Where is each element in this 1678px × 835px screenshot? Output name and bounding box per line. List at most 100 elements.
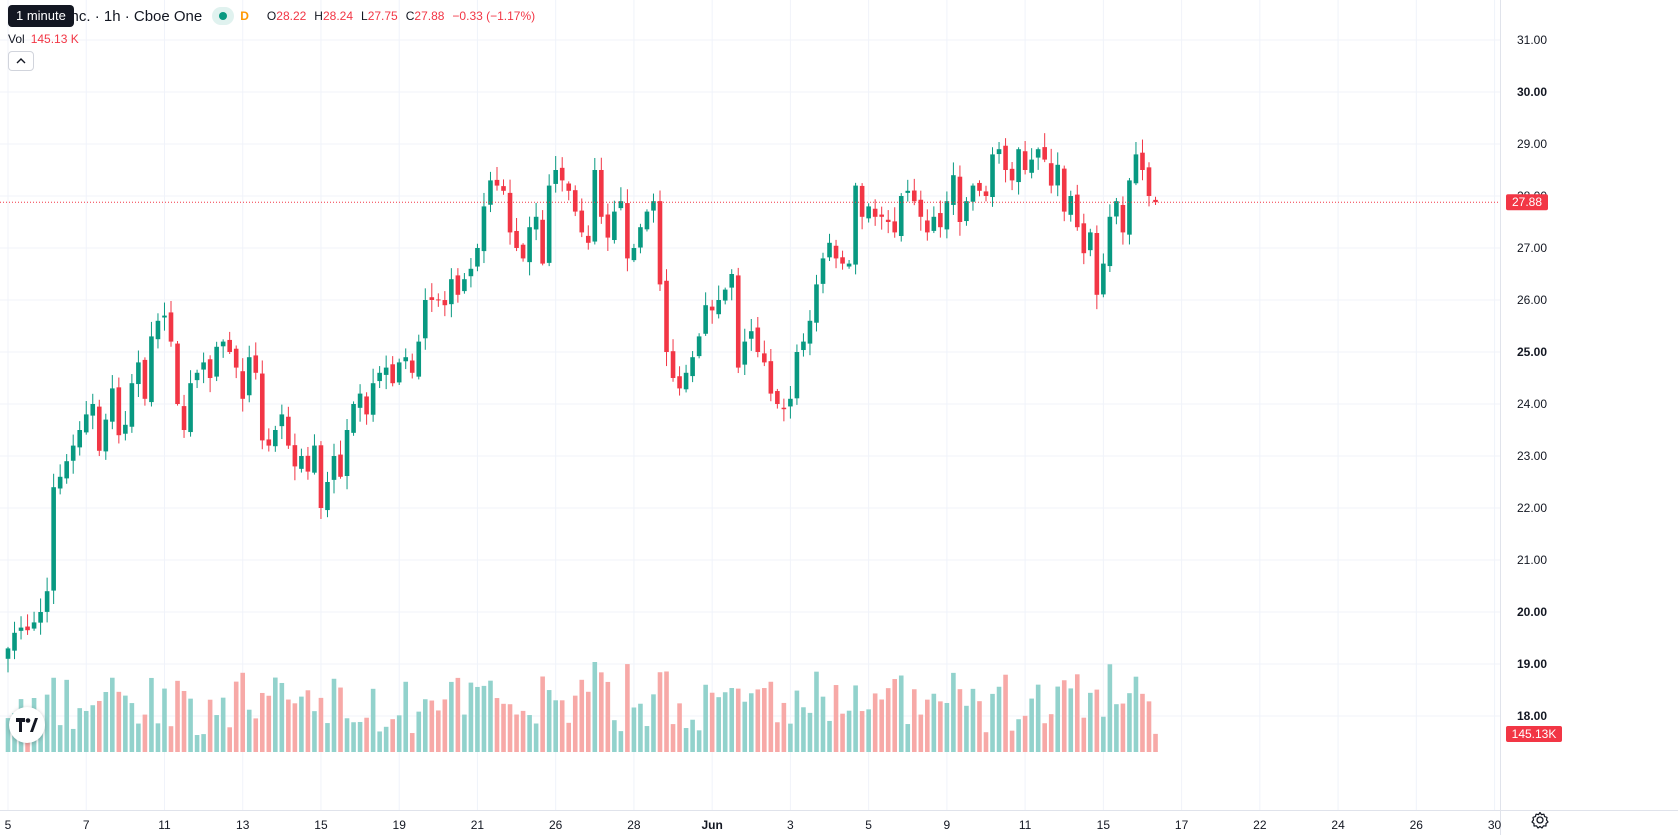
volume-value: 145.13 K [30,32,79,46]
candle [305,446,311,480]
volume-bar [312,711,317,752]
candle-body [644,211,650,230]
volume-legend: Vol 145.13 K [8,32,79,46]
candle-body [475,248,480,267]
candle [931,206,937,234]
y-tick-label: 19.00 [1517,657,1547,671]
candle-body [748,331,754,339]
candle-body [266,439,272,446]
candle-body [866,206,871,219]
volume-bar [507,704,513,752]
volume-bar [905,724,911,752]
candle-body [1042,147,1047,160]
candle-body [533,216,539,230]
volume-bar [788,723,793,752]
candle-body [768,361,774,394]
volume-bar [566,722,572,752]
candle-body [540,219,545,264]
volume-bar [892,679,898,752]
candle [286,406,291,449]
volume-bar [442,699,448,752]
candle-body [1101,263,1106,295]
volume-bar [409,733,415,752]
candle [462,272,467,294]
volume-bar [38,727,43,752]
candle-body [377,372,382,382]
candle-body [1009,168,1015,181]
candle-body [651,201,656,211]
candle [273,425,278,452]
candle-body [1029,159,1034,173]
candle [885,210,891,234]
volume-bar [527,715,532,752]
candle [149,321,154,407]
candle-body [18,627,24,631]
candle [142,357,148,406]
candle [416,334,422,380]
candle [266,428,272,452]
x-tick-label: 21 [471,818,485,832]
candle [853,182,858,275]
candle-body [814,284,819,323]
candle [1101,253,1106,298]
volume-bar [279,682,285,752]
volume-bar [142,714,148,752]
candle-body [31,622,37,629]
gear-icon[interactable] [1531,811,1549,829]
candle [996,142,1002,164]
chevron-up-icon [16,58,26,64]
volume-bar [879,699,884,752]
tv-logo-icon [16,718,38,732]
candle [755,316,761,358]
candle-body [488,180,493,205]
volume-bar [44,694,50,752]
volume-bar [951,672,956,752]
volume-bar [781,702,787,752]
candle [514,218,519,252]
collapse-legend-button[interactable] [8,51,34,71]
candle [735,267,741,374]
volume-bar [853,685,858,752]
candle-body [820,258,826,284]
tradingview-logo[interactable] [9,707,45,743]
candle [312,434,317,475]
volume-bar [768,681,774,752]
candle-body [625,203,630,259]
candle [605,203,611,251]
candle-body [514,230,519,248]
candle [168,300,174,347]
candle [501,179,506,195]
candle-body [207,359,213,378]
volume-label: Vol [8,32,25,46]
volume-bar [748,693,754,752]
market-status-badge[interactable] [212,7,235,25]
volume-bar [129,703,135,752]
candle [18,616,24,640]
x-tick-label: 26 [549,818,563,832]
y-tick-label: 24.00 [1517,397,1547,411]
volume-bar [488,680,493,752]
candle-body [690,357,695,377]
candle-body [129,383,135,427]
volume-bar [638,703,643,752]
data-type-badge[interactable]: D [240,9,249,23]
candle-body [938,213,943,228]
volume-bar [481,685,487,752]
candle [722,287,728,305]
volume-bar [612,720,617,752]
volume-bar [775,722,780,752]
y-tick-label: 29.00 [1517,137,1547,151]
candle [748,318,754,351]
candle-body [925,220,930,233]
candle-body [572,190,578,212]
volume-bar [1107,664,1113,752]
candle [905,179,911,202]
candle-body [155,320,161,340]
volume-bar [592,662,598,752]
candle-body [331,456,337,480]
x-tick-label: 19 [393,818,407,832]
candle [794,344,800,405]
candle-body [403,357,409,362]
candle-body [892,221,898,233]
